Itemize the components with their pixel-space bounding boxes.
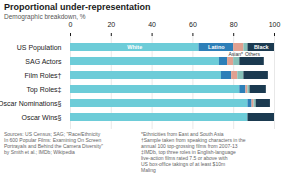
- svg-text:SAG Actors: SAG Actors: [25, 58, 62, 65]
- svg-text:100: 100: [269, 21, 281, 28]
- svg-text:US Population: US Population: [17, 44, 62, 52]
- svg-text:60: 60: [189, 21, 197, 28]
- svg-text:White: White: [127, 44, 142, 50]
- html-text:Sources: US Census; SAG; "Race: Sources: US Census; SAG; "Race/Ethnicity…: [4, 131, 103, 155]
- svg-text:0: 0: [69, 21, 73, 28]
- svg-text:20: 20: [107, 21, 115, 28]
- svg-text:80: 80: [230, 21, 238, 28]
- svg-text:Film Roles†: Film Roles†: [25, 72, 62, 79]
- svg-text:Oscar Nominations§: Oscar Nominations§: [0, 100, 62, 107]
- html-text:Proportional under-representat: Proportional under-representation: [4, 2, 151, 12]
- svg-text:40: 40: [148, 21, 156, 28]
- svg-text:Black: Black: [254, 44, 270, 50]
- html-text:Demographic breakdown, %: Demographic breakdown, %: [4, 13, 86, 20]
- svg-text:Others: Others: [245, 51, 261, 57]
- svg-text:Top Roles‡: Top Roles‡: [26, 86, 61, 94]
- svg-text:Latino: Latino: [208, 44, 225, 50]
- svg-text:Asian*: Asian*: [228, 51, 243, 57]
- html-text:*Ethnicities from East and Sou: *Ethnicities from East and South Asia †S…: [141, 131, 246, 173]
- svg-text:Oscar Wins§: Oscar Wins§: [21, 114, 61, 121]
